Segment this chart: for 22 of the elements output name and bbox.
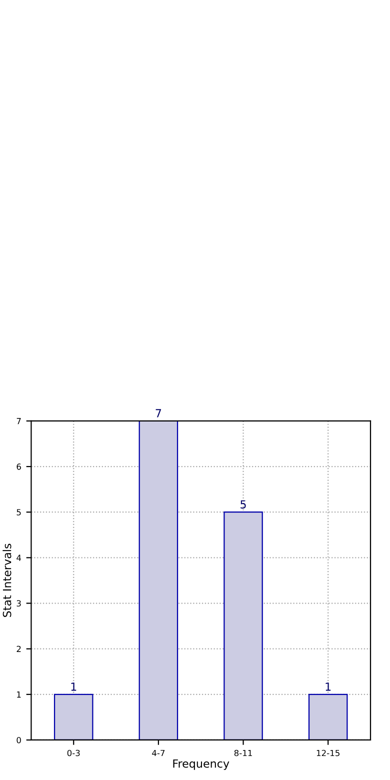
data-label: 5 [240,500,246,509]
x-tick-label: 8-11 [234,750,252,756]
data-label: 1 [326,682,331,691]
y-tick-label: 0 [16,736,21,744]
x-tick-label: 0-3 [67,750,80,756]
y-tick-label: 2 [16,646,21,652]
y-tick-label: 3 [16,600,21,607]
data-label: 7 [156,409,162,418]
x-tick-label: 4-7 [152,750,165,756]
bar [308,694,348,740]
bar [224,512,263,740]
data-label: 1 [71,682,76,691]
y-tick-label: 7 [16,418,21,424]
y-tick-label: 5 [16,509,21,516]
y-tick-label: 1 [17,692,21,698]
bar [138,420,178,740]
y-tick-label: 4 [16,554,22,561]
y-tick-label: 6 [16,464,21,470]
x-tick-label: 12-15 [316,750,340,756]
bar [54,694,94,740]
x-axis-title: Frequency [173,760,230,770]
y-axis-title: Stat Intervals [2,544,12,617]
